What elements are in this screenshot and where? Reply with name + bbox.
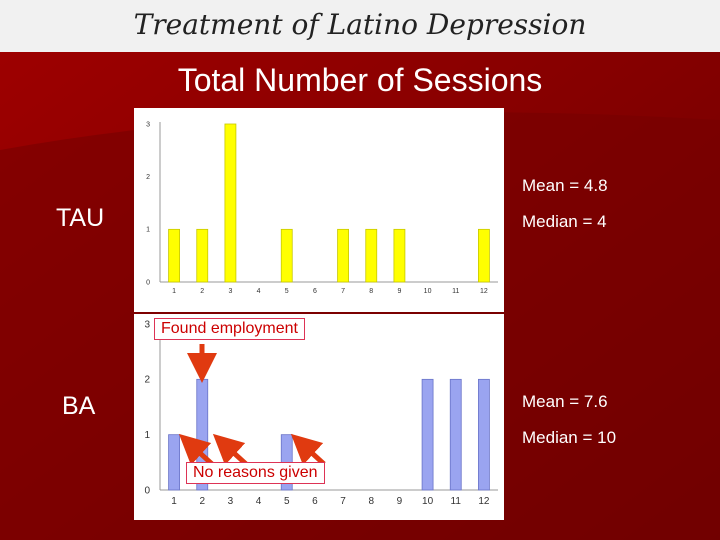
arrow-no-reason-1	[178, 433, 214, 466]
ba-x-tick-label: 12	[478, 496, 490, 507]
ba-x-tick-label: 1	[171, 496, 177, 507]
ba-x-tick-label: 11	[451, 496, 462, 507]
tau-bar	[224, 123, 237, 283]
tau-x-tick-label: 2	[200, 288, 204, 295]
found-employment-callout: Found employment	[154, 318, 305, 340]
tau-x-tick-label: 9	[397, 288, 401, 295]
tau-label: TAU	[56, 204, 105, 232]
tau-chart-panel: 0 1 2 3 1 2 3 4 5 6 7 8 9 10 11 12	[134, 108, 504, 312]
ba-bar	[449, 378, 462, 491]
ba-x-tick-label: 10	[422, 496, 434, 507]
tau-y-tick-label: 1	[146, 227, 150, 234]
ba-y-tick-label: 2	[144, 375, 150, 386]
ba-x-tick-label: 4	[256, 496, 262, 507]
ba-y-tick-label: 1	[144, 430, 150, 441]
slide-title: Total Number of Sessions	[177, 62, 543, 98]
tau-bar	[196, 228, 209, 283]
tau-y-tick-label: 2	[146, 174, 150, 181]
tau-x-tick-label: 10	[424, 288, 432, 295]
tau-mean: Mean = 4.8	[522, 176, 608, 195]
tau-x-tick-label: 3	[228, 288, 232, 295]
ba-y-tick-label: 0	[144, 485, 150, 496]
tau-bar	[478, 228, 490, 283]
tau-bar	[393, 228, 406, 283]
ba-bar	[478, 378, 490, 491]
ba-bar	[421, 378, 434, 491]
header-band	[0, 0, 720, 52]
ba-y-tick-label: 3	[144, 319, 150, 330]
tau-bar	[168, 228, 180, 283]
ba-x-tick-label: 2	[199, 496, 205, 507]
arrow-no-reason-3	[290, 433, 326, 466]
ba-mean: Mean = 7.6	[522, 392, 608, 411]
tau-x-tick-label: 1	[172, 288, 176, 295]
tau-x-tick-label: 4	[257, 288, 261, 295]
tau-x-tick-label: 12	[480, 288, 488, 295]
tau-y-tick-label: 3	[146, 121, 150, 128]
tau-bar	[365, 228, 378, 283]
tau-x-tick-label: 7	[341, 288, 345, 295]
no-reasons-callout: No reasons given	[186, 462, 325, 484]
header-title: Treatment of Latino Depression	[133, 8, 587, 41]
ba-chart-panel: 0 1 2 3 1 2 3 4 5 6 7 8 9 10 11 12	[134, 314, 504, 520]
tau-x-tick-label: 6	[313, 288, 317, 295]
tau-median: Median = 4	[522, 212, 607, 231]
ba-median: Median = 10	[522, 428, 617, 447]
ba-x-tick-label: 5	[284, 496, 290, 507]
ba-x-tick-label: 9	[397, 496, 403, 507]
arrow-no-reason-2	[212, 433, 248, 466]
tau-x-tick-label: 8	[369, 288, 373, 295]
tau-bar	[280, 228, 293, 283]
tau-y-tick-label: 0	[146, 279, 150, 286]
ba-x-tick-label: 8	[368, 496, 374, 507]
ba-x-tick-label: 3	[228, 496, 234, 507]
ba-label: BA	[62, 392, 96, 420]
ba-x-tick-label: 6	[312, 496, 318, 507]
tau-x-tick-label: 11	[452, 288, 459, 295]
tau-x-tick-label: 5	[285, 288, 289, 295]
tau-bar	[337, 228, 349, 283]
ba-x-tick-label: 7	[340, 496, 346, 507]
